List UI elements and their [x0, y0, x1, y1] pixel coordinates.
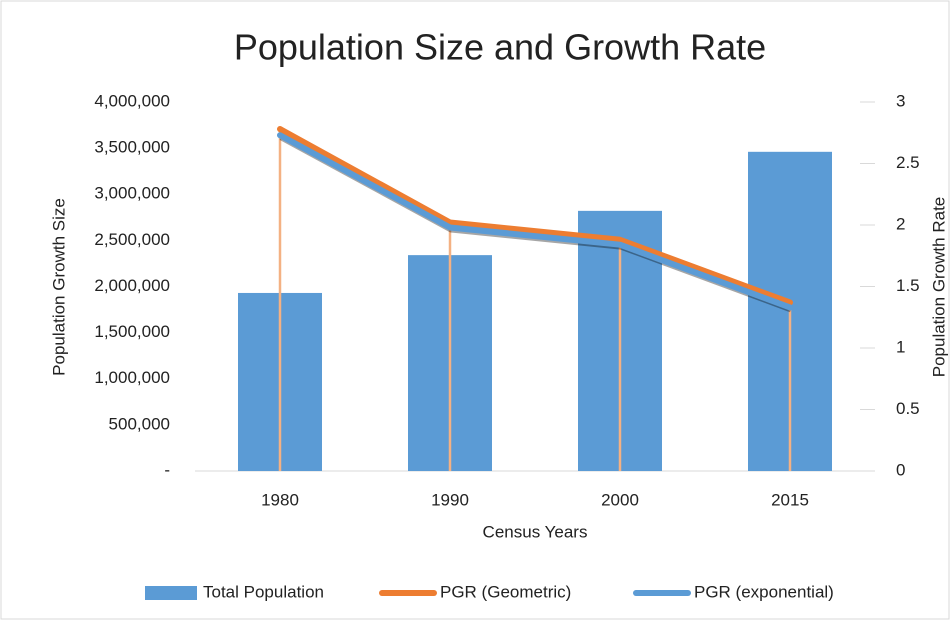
x-tick-label: 1990: [431, 490, 469, 509]
legend-label: PGR (exponential): [694, 582, 834, 601]
y-tick-label: 4,000,000: [94, 91, 170, 110]
x-tick-label: 2000: [601, 490, 639, 509]
line: [277, 132, 793, 311]
y2-tick-label: 3: [896, 91, 905, 110]
y-tick-label: 3,500,000: [94, 138, 170, 157]
y-tick-label: -: [164, 460, 170, 479]
y2-tick-label: 1.5: [896, 276, 920, 295]
y2-tick-label: 2: [896, 214, 905, 233]
y2-tick-label: 0.5: [896, 399, 920, 418]
y-tick-label: 1,000,000: [94, 368, 170, 387]
legend-swatch: [145, 586, 197, 600]
y-tick-label: 2,500,000: [94, 230, 170, 249]
y-tick-label: 3,000,000: [94, 184, 170, 203]
x-tick-label: 1980: [261, 490, 299, 509]
y2-tick-label: 1: [896, 337, 905, 356]
chart-title: Population Size and Growth Rate: [234, 27, 766, 68]
legend-label: Total Population: [203, 582, 324, 601]
y-tick-label: 1,500,000: [94, 322, 170, 341]
y-tick-label: 2,000,000: [94, 276, 170, 295]
y2-tick-label: 2.5: [896, 153, 920, 172]
legend-label: PGR (Geometric): [440, 582, 571, 601]
y-tick-label: 500,000: [109, 414, 170, 433]
x-axis-label: Census Years: [483, 522, 588, 541]
line: [277, 126, 793, 306]
y2-tick-label: 0: [896, 460, 905, 479]
y-axis-label: Population Growth Size: [49, 198, 68, 376]
y2-axis-label: Population Growth Rate: [929, 197, 948, 378]
x-tick-label: 2015: [771, 490, 809, 509]
